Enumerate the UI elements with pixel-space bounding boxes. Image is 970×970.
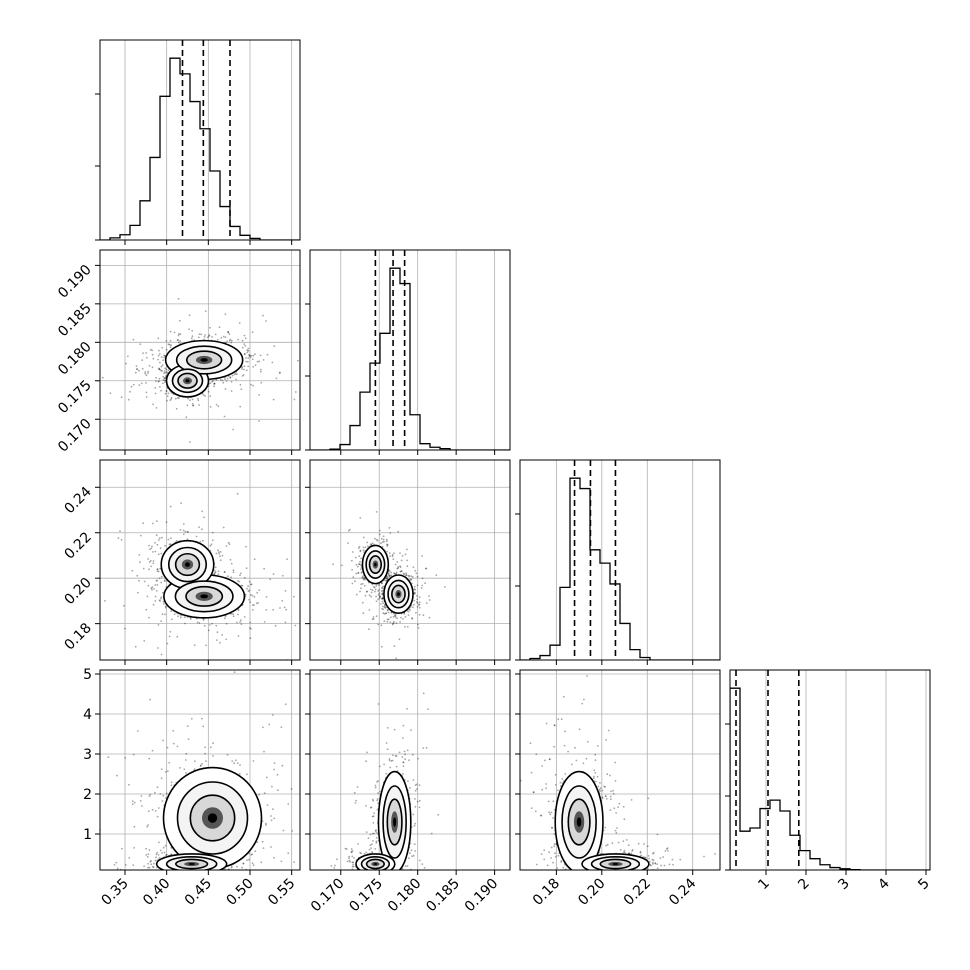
x-tick-label: 0.55 [265, 876, 298, 909]
density-core [207, 813, 218, 823]
y-tick-label: 1 [83, 827, 92, 843]
y-tick-label: 4 [83, 707, 92, 723]
y-tick-label: 0.22 [61, 529, 94, 562]
y-tick-label: 0.175 [55, 377, 95, 417]
x-tick-label: 1 [755, 876, 773, 894]
histogram-step-line [310, 267, 510, 450]
panel-frame [99, 669, 301, 871]
panel-frame [99, 249, 301, 451]
y-tick-label: 0.185 [55, 300, 95, 340]
y-tick-label: 0.24 [61, 484, 94, 517]
density-core [188, 863, 196, 865]
x-tick-label: 0.40 [140, 876, 173, 909]
y-tick-label: 0.18 [61, 620, 94, 653]
density-panel-p2-p3 [305, 459, 511, 665]
density-core [185, 379, 190, 383]
histogram-panel-p3 [515, 459, 721, 665]
x-tick-label: 0.18 [530, 876, 563, 909]
density-core [393, 817, 397, 827]
panel-frame [99, 459, 301, 661]
histogram-panel-p2 [305, 249, 511, 455]
panel-frame [309, 249, 511, 451]
density-core [397, 592, 400, 596]
panel-frame [519, 459, 721, 661]
density-core [576, 817, 582, 827]
panel-frame [729, 669, 931, 871]
x-tick-label: 0.190 [462, 876, 502, 916]
y-tick-label: 0.170 [55, 416, 95, 456]
histogram-step-line [100, 57, 300, 240]
x-tick-label: 0.185 [423, 876, 463, 916]
histogram-step-line [520, 477, 720, 660]
density-core [200, 594, 209, 599]
x-tick-label: 0.22 [621, 876, 654, 909]
density-core [373, 863, 378, 865]
histogram-panel-p1 [95, 39, 301, 245]
y-tick-label: 3 [83, 747, 92, 763]
histogram-step-line [730, 687, 930, 870]
panel-frame [99, 39, 301, 241]
density-panel-p3-p4: 0.18 0.20 0.22 0.24 [515, 669, 721, 909]
x-tick-label: 0.180 [385, 876, 425, 916]
x-tick-label: 3 [835, 876, 853, 894]
density-core [374, 562, 377, 567]
y-tick-label: 0.180 [55, 339, 95, 379]
y-tick-label: 2 [83, 787, 92, 803]
x-tick-label: 4 [875, 875, 893, 893]
x-tick-label: 0.170 [308, 876, 348, 916]
panel-frame [309, 459, 511, 661]
y-tick-label: 0.190 [55, 262, 95, 302]
x-tick-label: 0.35 [98, 876, 131, 909]
histogram-panel-p4: 1 2 3 4 5 [725, 669, 933, 894]
density-panel-p1-p3: 0.18 0.20 0.22 0.24 [61, 459, 301, 665]
x-tick-label: 0.50 [223, 876, 256, 909]
x-tick-label: 0.24 [666, 875, 699, 908]
panel-frame [309, 669, 511, 871]
y-tick-label: 5 [83, 667, 92, 683]
x-tick-label: 0.45 [182, 876, 215, 909]
x-tick-label: 2 [795, 876, 813, 894]
x-tick-label: 0.20 [575, 876, 608, 909]
density-core [185, 562, 190, 567]
panel-frame [519, 669, 721, 871]
density-panel-p1-p4: 0.35 0.40 0.45 0.50 0.55 1 2 3 4 5 [83, 667, 301, 909]
y-tick-label: 0.20 [61, 575, 94, 608]
density-core [200, 358, 208, 362]
x-tick-label: 0.175 [346, 876, 386, 916]
x-tick-label: 5 [915, 876, 933, 894]
density-core [612, 863, 619, 865]
